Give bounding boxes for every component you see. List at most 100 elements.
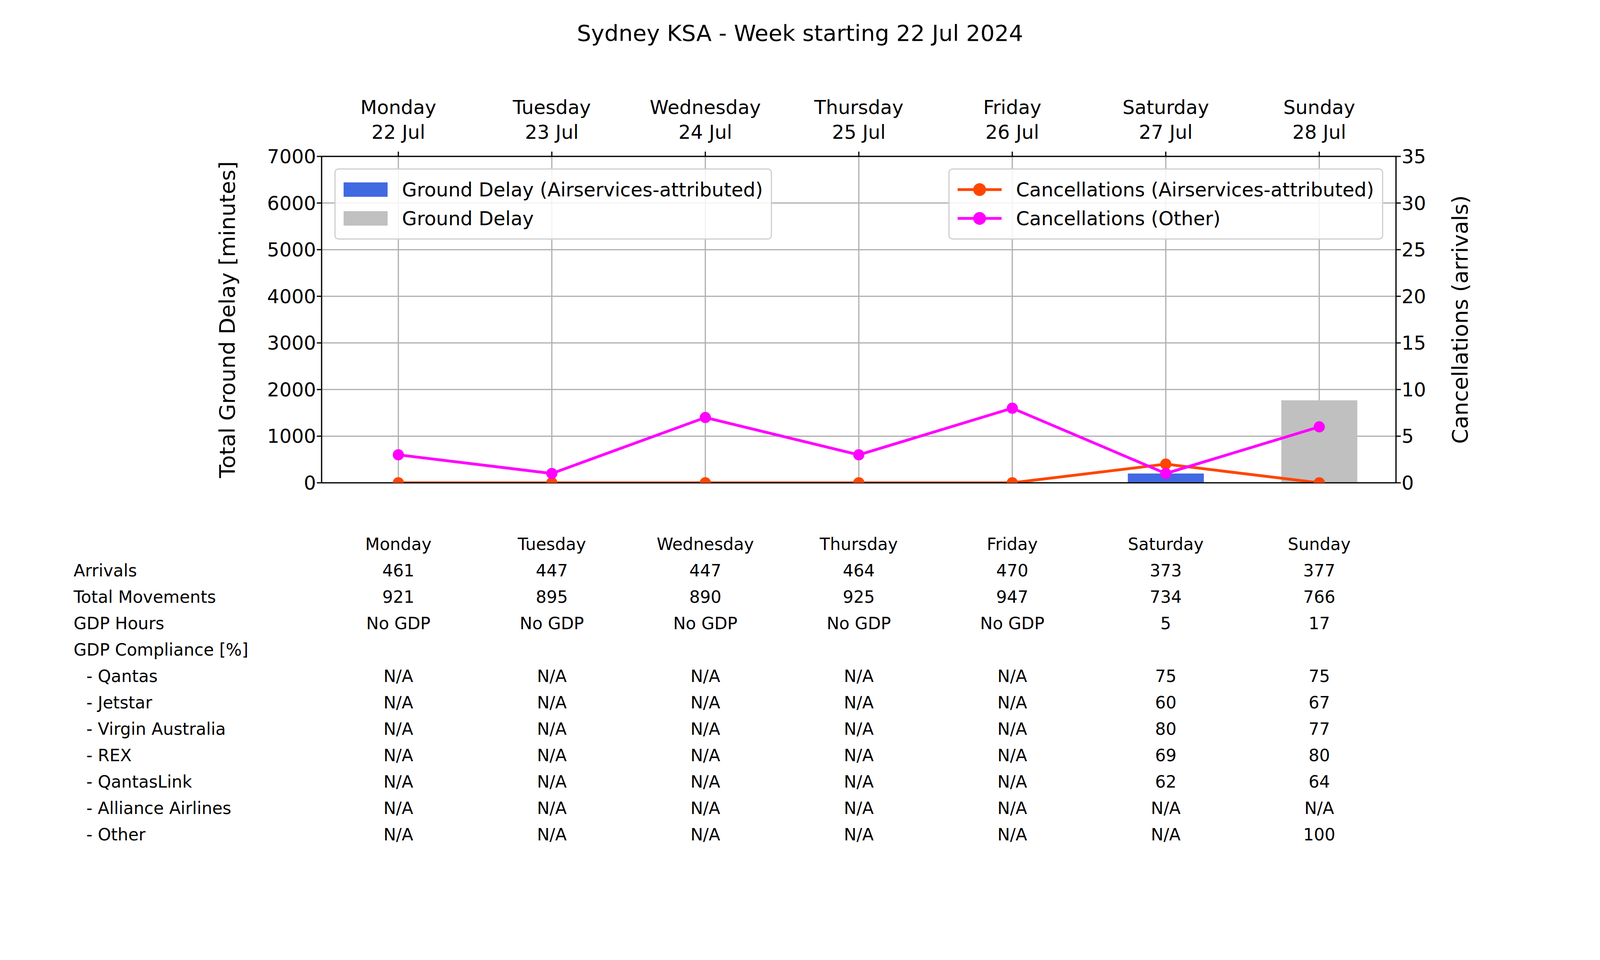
html-text:N/A: N/A [997, 719, 1028, 739]
html-text:N/A: N/A [383, 719, 414, 739]
svg-text:Friday26 Jul: Friday26 Jul [983, 96, 1042, 144]
html-text:Ground Delay: Ground Delay [402, 207, 534, 230]
html-text:100: 100 [1303, 824, 1336, 845]
html-text:- Jetstar: - Jetstar [86, 692, 153, 713]
html-text:80: 80 [1155, 719, 1177, 739]
html-text:N/A: N/A [843, 824, 874, 845]
svg-text:25: 25 [1401, 238, 1426, 261]
html-text:N/A: N/A [536, 692, 567, 713]
html-text:Wednesday: Wednesday [656, 534, 754, 554]
svg-text:Tuesday23 Jul: Tuesday23 Jul [512, 96, 591, 144]
html-text:N/A: N/A [1150, 824, 1181, 845]
html-text:Sunday: Sunday [1287, 534, 1351, 554]
html-text:N/A: N/A [690, 824, 721, 845]
html-text:No GDP: No GDP [366, 613, 431, 634]
svg-text:0: 0 [1401, 471, 1414, 494]
html-text:N/A: N/A [536, 719, 567, 739]
html-text:N/A: N/A [843, 745, 874, 766]
html-text:Tuesday: Tuesday [517, 534, 586, 554]
svg-text:35: 35 [1401, 145, 1426, 168]
html-text:461: 461 [382, 560, 415, 581]
html-text:67: 67 [1308, 692, 1330, 713]
html-text:N/A: N/A [536, 824, 567, 845]
html-text:N/A: N/A [690, 666, 721, 686]
svg-text:4000: 4000 [267, 285, 316, 308]
html-text:N/A: N/A [383, 745, 414, 766]
html-text:- Qantas: - Qantas [86, 666, 158, 686]
svg-text:20: 20 [1401, 285, 1426, 308]
html-text:Sydney KSA - Week starting 22: Sydney KSA - Week starting 22 Jul 2024 [576, 20, 1024, 46]
html-text:373: 373 [1149, 560, 1182, 581]
html-text:N/A: N/A [383, 824, 414, 845]
html-text:GDP Compliance [%]: GDP Compliance [%] [73, 640, 249, 660]
svg-text:5000: 5000 [267, 238, 316, 261]
html-text:766: 766 [1303, 587, 1336, 607]
html-text:GDP Hours: GDP Hours [73, 613, 165, 634]
svg-text:2000: 2000 [267, 378, 316, 401]
svg-text:0: 0 [303, 471, 316, 494]
html-text:447: 447 [535, 560, 568, 581]
svg-text:Sunday28 Jul: Sunday28 Jul [1283, 96, 1356, 144]
html-text:N/A: N/A [997, 666, 1028, 686]
svg-text:15: 15 [1401, 331, 1426, 354]
svg-text:Cancellations (arrivals): Cancellations (arrivals) [1447, 195, 1473, 444]
svg-text:3000: 3000 [267, 331, 316, 354]
svg-text:Saturday27 Jul: Saturday27 Jul [1122, 96, 1209, 144]
html-text:75: 75 [1308, 666, 1330, 686]
html-text:- REX: - REX [86, 745, 132, 766]
html-text:Cancellations (Airservices-att: Cancellations (Airservices-attributed) [1016, 178, 1374, 201]
html-text:Arrivals: Arrivals [73, 560, 137, 581]
svg-text:Wednesday24 Jul: Wednesday24 Jul [649, 96, 761, 144]
svg-text:1000: 1000 [267, 424, 316, 448]
html-text:N/A: N/A [690, 745, 721, 766]
svg-text:Thursday25 Jul: Thursday25 Jul [813, 96, 904, 144]
html-text:895: 895 [535, 587, 568, 607]
html-text:464: 464 [842, 560, 875, 581]
html-text:80: 80 [1308, 745, 1330, 766]
html-text:N/A: N/A [997, 692, 1028, 713]
html-text:921: 921 [382, 587, 415, 607]
html-text:No GDP: No GDP [826, 613, 891, 634]
html-text:734: 734 [1149, 587, 1182, 607]
html-text:75: 75 [1155, 666, 1177, 686]
svg-text:6000: 6000 [267, 192, 316, 215]
html-text:N/A: N/A [843, 666, 874, 686]
html-text:60: 60 [1155, 692, 1177, 713]
html-text:Total Movements: Total Movements [73, 587, 216, 607]
html-text:69: 69 [1155, 745, 1177, 766]
html-text:17: 17 [1308, 613, 1330, 634]
svg-text:30: 30 [1401, 192, 1426, 215]
svg-text:Total Ground Delay [minutes]: Total Ground Delay [minutes] [214, 161, 240, 479]
html-text:N/A: N/A [690, 719, 721, 739]
html-text:925: 925 [842, 587, 875, 607]
html-text:N/A: N/A [690, 692, 721, 713]
html-text:470: 470 [996, 560, 1029, 581]
html-text:947: 947 [996, 587, 1029, 607]
html-text:No GDP: No GDP [673, 613, 738, 634]
html-text:No GDP: No GDP [519, 613, 584, 634]
html-text:890: 890 [689, 587, 722, 607]
html-text:- Other: - Other [86, 824, 146, 845]
html-text:N/A: N/A [843, 719, 874, 739]
svg-text:5: 5 [1401, 424, 1414, 448]
html-text:Cancellations (Other): Cancellations (Other) [1016, 207, 1221, 230]
html-text:No GDP: No GDP [980, 613, 1045, 634]
html-text:Thursday: Thursday [819, 534, 898, 554]
html-text:377: 377 [1303, 560, 1336, 581]
html-text:447: 447 [689, 560, 722, 581]
html-text:Monday: Monday [365, 534, 432, 554]
html-text:Friday: Friday [986, 534, 1038, 554]
html-text:N/A: N/A [536, 666, 567, 686]
svg-text:7000: 7000 [267, 145, 316, 168]
html-text:N/A: N/A [383, 666, 414, 686]
html-text:Saturday: Saturday [1127, 534, 1204, 554]
svg-text:Monday22 Jul: Monday22 Jul [360, 96, 437, 144]
html-text:Ground Delay (Airservices-attr: Ground Delay (Airservices-attributed) [402, 178, 763, 201]
html-text:N/A: N/A [997, 745, 1028, 766]
html-text:N/A: N/A [997, 824, 1028, 845]
html-text:N/A: N/A [843, 692, 874, 713]
html-text:- Virgin Australia: - Virgin Australia [86, 719, 226, 739]
svg-text:10: 10 [1401, 378, 1426, 401]
html-text:N/A: N/A [536, 745, 567, 766]
html-text:N/A: N/A [383, 692, 414, 713]
